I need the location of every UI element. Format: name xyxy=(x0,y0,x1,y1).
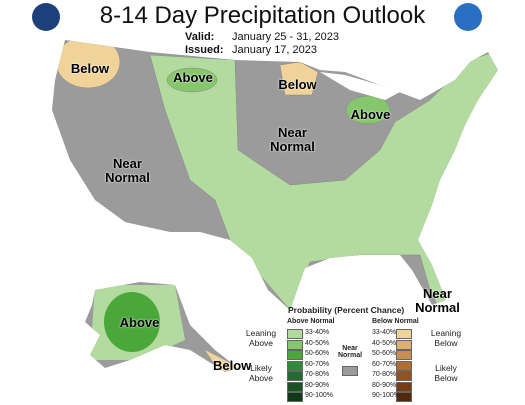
map-label: Above xyxy=(119,315,160,330)
near-header: Near Normal xyxy=(337,345,363,359)
above-level: 33-40% xyxy=(305,329,330,336)
issued-label: Issued: xyxy=(185,44,224,56)
map-label: Below xyxy=(278,77,317,92)
doc-logo xyxy=(32,3,60,31)
map-label: Above xyxy=(173,70,213,85)
great-lakes xyxy=(320,72,400,100)
below-header: Below Normal xyxy=(372,318,419,325)
above-level: 70-80% xyxy=(305,371,330,378)
below-level: 60-70% xyxy=(372,360,397,368)
map-label: Above xyxy=(350,107,391,122)
map-label: Near Normal xyxy=(270,125,315,154)
below-swatch xyxy=(396,392,412,402)
near-swatch xyxy=(342,366,358,376)
below-level: 50-60% xyxy=(372,350,397,357)
above-level: 40-50% xyxy=(305,339,330,347)
below-level: 90-100% xyxy=(372,392,401,399)
above-swatch xyxy=(287,329,303,339)
leaning-above: Leaning Above xyxy=(245,328,277,348)
valid-dates: January 25 - 31, 2023 xyxy=(232,31,340,43)
map-label: Below xyxy=(70,61,110,76)
above-swatch xyxy=(287,371,303,381)
below-swatch xyxy=(396,350,412,360)
noaa-logo xyxy=(454,3,482,31)
issued-date: January 17, 2023 xyxy=(232,44,318,56)
above-level: 90-100% xyxy=(305,392,334,399)
map-label: Near Normal xyxy=(105,156,150,185)
map-label: Below xyxy=(213,358,252,373)
below-swatch xyxy=(396,381,412,392)
below-level: 80-90% xyxy=(372,381,397,389)
above-swatch xyxy=(287,339,303,350)
above-level: 80-90% xyxy=(305,381,330,389)
above-level: 60-70% xyxy=(305,360,330,368)
above-swatch xyxy=(287,392,303,402)
below-level: 40-50% xyxy=(372,339,397,347)
below-level: 33-40% xyxy=(372,329,397,336)
leaning-below: Leaning Below xyxy=(430,328,462,348)
legend-title: Probability (Percent Chance) xyxy=(288,305,405,315)
valid-label: Valid: xyxy=(185,31,215,43)
likely-above: Likely Above xyxy=(248,363,274,383)
below-swatch xyxy=(396,371,412,381)
above-swatch xyxy=(287,360,303,371)
above-swatch xyxy=(287,350,303,360)
below-level: 70-80% xyxy=(372,371,397,378)
above-header: Above Normal xyxy=(287,318,335,325)
title: 8-14 Day Precipitation Outlook xyxy=(99,2,426,29)
above-level: 50-60% xyxy=(305,350,330,357)
map-label: Near Normal xyxy=(415,286,460,315)
below-swatch xyxy=(396,329,412,339)
above-swatch xyxy=(287,381,303,392)
below-swatch xyxy=(396,339,412,350)
below-swatch xyxy=(396,360,412,371)
likely-below: Likely Below xyxy=(434,363,458,383)
